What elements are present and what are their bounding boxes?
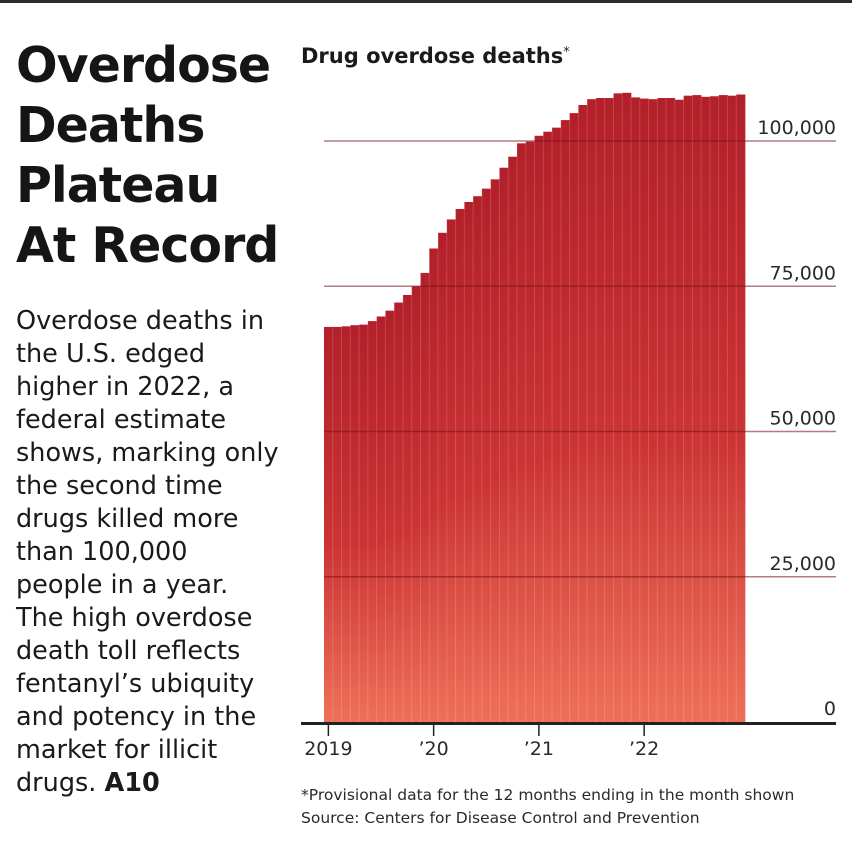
headline-line: At Record (16, 217, 279, 274)
bar (367, 321, 377, 722)
bar (569, 113, 579, 723)
bar (630, 97, 641, 723)
footnote-marker: * (563, 45, 570, 60)
footnote: *Provisional data for the 12 months endi… (301, 786, 795, 804)
gridlines-group (324, 140, 836, 578)
bar (429, 248, 439, 723)
y-axis-labels: 0 25,000 50,000 75,000 100,000 (757, 117, 836, 720)
bar (420, 272, 430, 722)
y-tick-label: 0 (824, 698, 836, 720)
bar (473, 196, 483, 722)
x-tick-label: ’21 (524, 738, 554, 760)
bar (639, 98, 649, 723)
x-tick-label: 2019 (304, 738, 352, 760)
bar (595, 98, 606, 722)
bar (587, 99, 597, 723)
x-tick-label: ’20 (419, 738, 449, 760)
bar (481, 188, 491, 722)
bar (350, 325, 360, 722)
bar (359, 324, 369, 722)
headline-line: Plateau (16, 157, 220, 214)
bar (394, 302, 404, 722)
y-tick-label: 25,000 (770, 553, 836, 575)
top-rule (0, 0, 852, 3)
summary-text: Overdose deaths in the U.S. edged higher… (16, 306, 279, 798)
bar (666, 98, 676, 722)
bar (543, 131, 553, 722)
bar (736, 94, 746, 722)
bar (332, 326, 342, 722)
bar (709, 96, 720, 722)
bar (657, 98, 667, 722)
bar (402, 294, 413, 722)
bar (464, 202, 474, 722)
y-tick-label: 50,000 (770, 408, 836, 430)
x-tick-label: ’22 (629, 738, 659, 760)
chart-title-text: Drug overdose deaths (301, 44, 564, 68)
bar (578, 104, 588, 723)
bar (499, 167, 509, 723)
bar (622, 92, 632, 722)
bar (455, 208, 465, 723)
chart-notes: *Provisional data for the 12 months endi… (301, 784, 794, 830)
bar (516, 143, 527, 722)
bar (438, 232, 448, 723)
headline-line: Overdose (16, 37, 271, 94)
bar (324, 326, 334, 722)
bar (490, 179, 500, 723)
bar (701, 96, 711, 723)
bar (674, 99, 684, 722)
x-axis: 2019 ’20 ’21 ’22 (301, 722, 836, 760)
chart-title: Drug overdose deaths* (301, 42, 570, 70)
bar (411, 286, 421, 722)
bar (534, 135, 544, 722)
headline-line: Deaths (16, 97, 205, 154)
bar (341, 326, 351, 722)
page-reference: A10 (104, 768, 160, 798)
bar (376, 316, 386, 722)
bar (604, 98, 614, 722)
bar (683, 95, 693, 723)
bar (692, 95, 702, 723)
y-tick-label: 75,000 (770, 262, 836, 284)
bar (727, 95, 737, 723)
bar (552, 127, 562, 722)
bar (648, 99, 658, 723)
bar (613, 93, 623, 723)
bar (446, 219, 456, 722)
headline: Overdose Deaths Plateau At Record (16, 36, 291, 276)
y-tick-label: 100,000 (757, 117, 836, 139)
bars-group (324, 92, 746, 723)
bar (560, 120, 570, 722)
bar (718, 95, 728, 723)
source-line: Source: Centers for Disease Control and … (301, 809, 700, 827)
summary-paragraph: Overdose deaths in the U.S. edged higher… (16, 305, 281, 800)
bar (508, 156, 518, 722)
bar (385, 310, 395, 722)
